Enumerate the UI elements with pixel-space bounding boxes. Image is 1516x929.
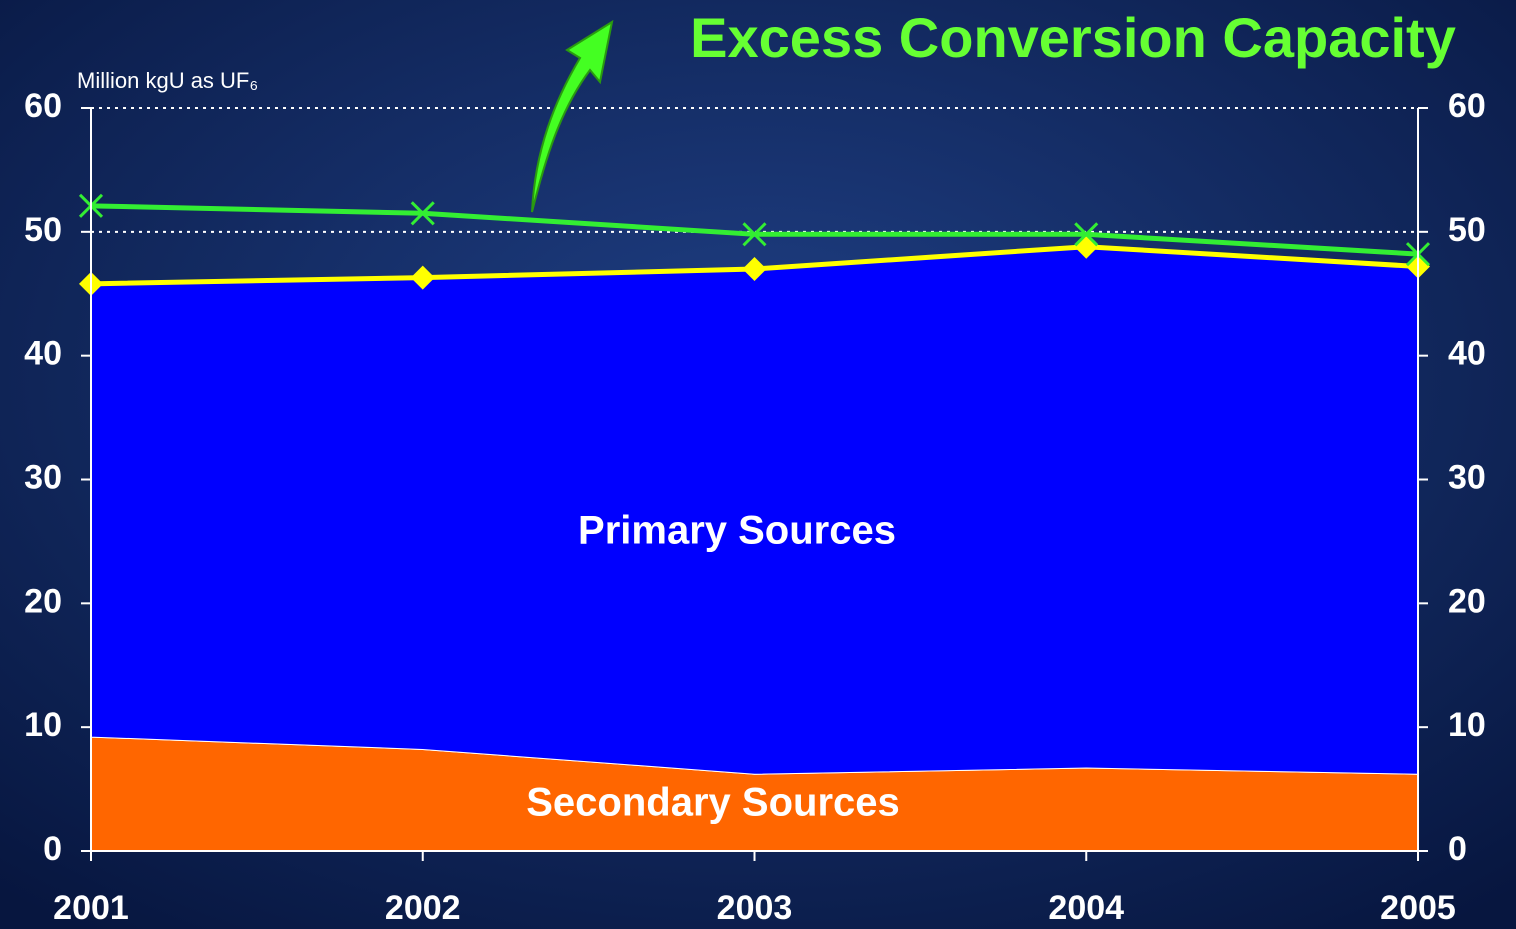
marker: [410, 201, 435, 226]
annotation-arrow: [531, 19, 614, 213]
marker: [410, 265, 435, 290]
y2-tick-label: 30: [1448, 458, 1486, 496]
marker: [1074, 222, 1099, 247]
x-tick-label: 2003: [717, 889, 793, 927]
plot: Primary Sources Secondary Sources 0 10 20 30 4…: [24, 87, 1486, 927]
y2-tick-label: 10: [1448, 706, 1486, 744]
x-tick-label: 2001: [53, 889, 129, 927]
y-tick-label: 60: [24, 87, 62, 125]
y-tick-label: 20: [24, 582, 62, 620]
y-tick-label: 10: [24, 706, 62, 744]
x-tick-label: 2005: [1380, 889, 1456, 927]
y2-tick-label: 40: [1448, 335, 1486, 373]
x-tick-label: 2004: [1048, 889, 1124, 927]
annotation: Excess Conversion Capacity: [690, 6, 1456, 69]
area-label: Primary Sources: [578, 509, 896, 553]
y2-tick-label: 20: [1448, 582, 1486, 620]
y-axis-label: Million kgU as UF₆: [77, 68, 258, 93]
y2-tick-label: 0: [1448, 830, 1467, 868]
area-label: Secondary Sources: [526, 781, 900, 825]
x-tick-label: 2002: [385, 889, 461, 927]
y-tick-label: 30: [24, 458, 62, 496]
y2-tick-label: 50: [1448, 211, 1486, 249]
y-tick-label: 50: [24, 211, 62, 249]
marker: [742, 222, 767, 247]
y-tick-label: 40: [24, 335, 62, 373]
y2-tick-label: 60: [1448, 87, 1486, 125]
y-tick-label: 0: [43, 830, 62, 868]
marker: [742, 256, 767, 281]
